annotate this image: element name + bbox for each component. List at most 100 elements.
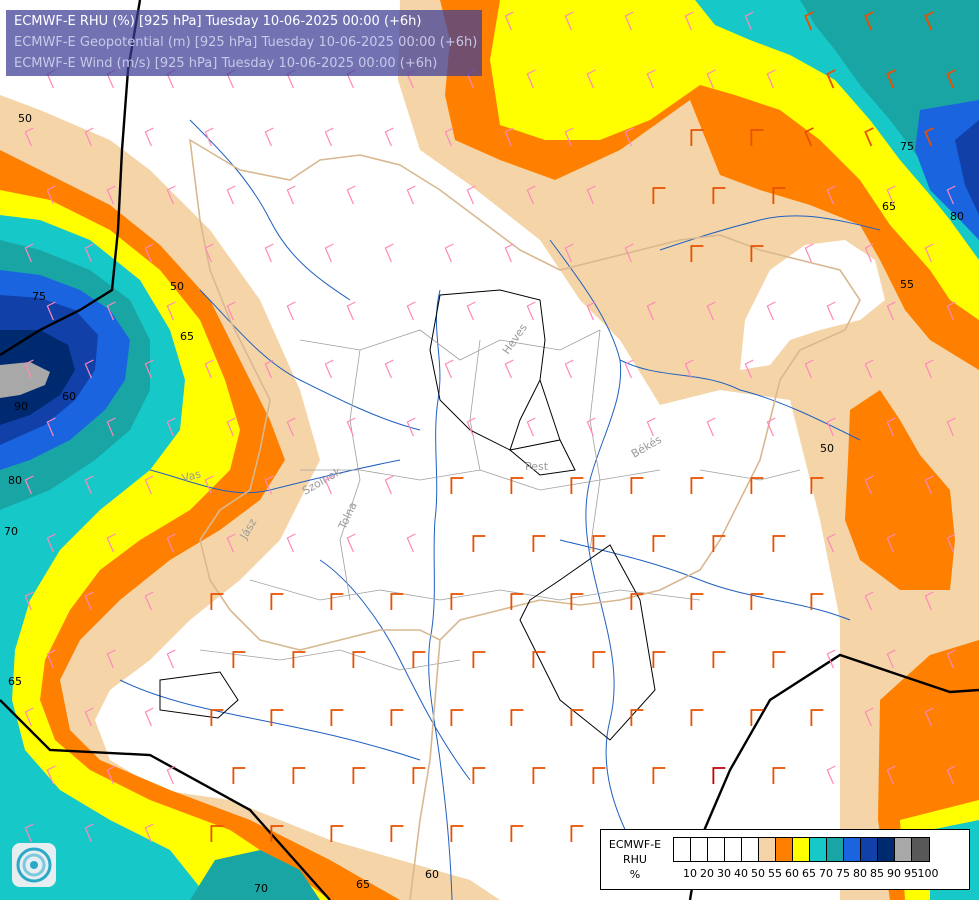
title-rhu: ECMWF-E RHU (%) [925 hPa] Tuesday 10-06-… — [14, 14, 422, 29]
wind-barb — [106, 417, 116, 437]
wind-barb — [624, 127, 634, 147]
legend-tick: 20 — [700, 867, 714, 880]
wind-barb — [804, 243, 814, 263]
contour-label: 65 — [180, 330, 194, 343]
wind-barb — [144, 823, 154, 843]
wind-barb — [450, 593, 464, 610]
wind-barb — [750, 477, 764, 494]
wind-barb — [624, 359, 634, 379]
wind-barb — [330, 709, 344, 726]
legend-swatch — [742, 838, 759, 861]
legend-tick: 80 — [853, 867, 867, 880]
wind-barbs — [24, 11, 956, 843]
wind-barb — [810, 477, 824, 494]
wind-barb — [24, 359, 34, 379]
wind-barb — [684, 359, 694, 379]
contour-label: 80 — [950, 210, 964, 223]
wind-barb — [826, 185, 836, 205]
contour-label: 90 — [14, 400, 28, 413]
wind-barb — [864, 591, 874, 611]
wind-barb — [412, 651, 426, 668]
wind-barb — [144, 707, 154, 727]
wind-barb — [24, 127, 34, 147]
wind-barb — [712, 767, 726, 784]
wind-barb — [624, 243, 634, 263]
contour-labels: 50 50 55 65 75 80 60 65 70 75 80 90 65 7… — [4, 112, 964, 895]
wind-barb — [592, 651, 606, 668]
wind-barb — [826, 69, 836, 89]
wind-barb — [264, 243, 274, 263]
wind-barb — [946, 417, 956, 437]
rh-85-ne — [955, 120, 979, 215]
contour-label: 75 — [900, 140, 914, 153]
wind-barb — [144, 475, 154, 495]
wind-barb — [772, 767, 786, 784]
legend-tick: 40 — [734, 867, 748, 880]
wind-barb — [204, 127, 214, 147]
legend-swatch — [912, 838, 929, 861]
wind-barb — [226, 301, 236, 321]
wind-barb — [286, 301, 296, 321]
wind-barb — [144, 127, 154, 147]
legend-swatch — [878, 838, 895, 861]
wind-barb — [826, 649, 836, 669]
wind-barb — [352, 767, 366, 784]
wind-barb — [264, 359, 274, 379]
legend-swatch — [793, 838, 810, 861]
rivers — [119, 119, 881, 900]
wind-barb — [526, 69, 536, 89]
wind-barb — [324, 359, 334, 379]
legend-tick: 70 — [819, 867, 833, 880]
contour-label: 50 — [18, 112, 32, 125]
legend-swatch — [810, 838, 827, 861]
wind-barb — [744, 359, 754, 379]
wind-barb — [684, 11, 694, 31]
wind-barb — [864, 359, 874, 379]
wind-barb — [292, 767, 306, 784]
wind-barb — [510, 825, 524, 842]
wind-barb — [924, 243, 934, 263]
contour-label: 70 — [4, 525, 18, 538]
legend-tick: 85 — [870, 867, 884, 880]
wind-barb — [46, 533, 56, 553]
wind-barb — [706, 301, 716, 321]
wind-barb — [510, 709, 524, 726]
wind-barb — [924, 359, 934, 379]
wind-barb — [384, 243, 394, 263]
wind-barb — [84, 591, 94, 611]
wind-barb — [232, 651, 246, 668]
legend-tick: 75 — [836, 867, 850, 880]
wind-barb — [646, 301, 656, 321]
wind-barb — [706, 69, 716, 89]
legend-swatch — [861, 838, 878, 861]
wind-barb — [226, 533, 236, 553]
legend-tick: 90 — [887, 867, 901, 880]
wind-barb — [406, 417, 416, 437]
contour-label: 60 — [425, 868, 439, 881]
wind-barb — [450, 477, 464, 494]
wind-barb — [106, 185, 116, 205]
wind-barb — [384, 127, 394, 147]
contour-label: 60 — [62, 390, 76, 403]
wind-barb — [406, 533, 416, 553]
wind-barb — [210, 709, 224, 726]
wind-barb — [630, 477, 644, 494]
legend-swatch — [674, 838, 691, 861]
wind-barb — [46, 185, 56, 205]
wind-barb — [346, 417, 356, 437]
wind-barb — [750, 709, 764, 726]
wind-barb — [826, 765, 836, 785]
wind-barb — [526, 185, 536, 205]
wind-barb — [946, 69, 956, 89]
wind-barb — [166, 649, 176, 669]
county-borders — [199, 329, 801, 671]
wind-barb — [804, 127, 814, 147]
wind-barb — [744, 11, 754, 31]
wind-barb — [570, 825, 584, 842]
wind-barb — [864, 127, 874, 147]
wind-barb — [270, 593, 284, 610]
wind-barb — [564, 359, 574, 379]
legend-colorbar — [673, 837, 930, 862]
wind-barb — [390, 709, 404, 726]
wind-barb — [886, 69, 896, 89]
